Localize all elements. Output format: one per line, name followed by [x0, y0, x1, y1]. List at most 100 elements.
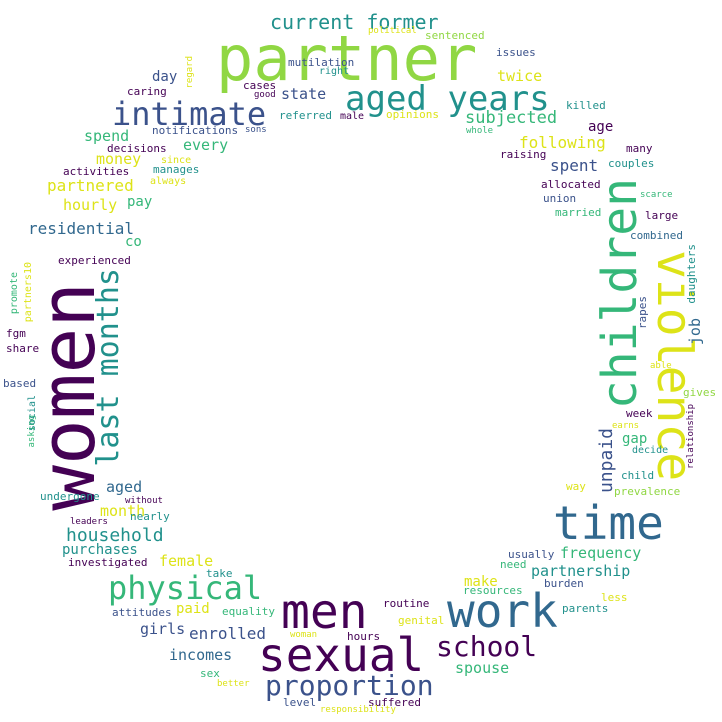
- word-equality: equality: [222, 605, 275, 618]
- word-good: good: [254, 90, 276, 100]
- word-school: school: [436, 630, 538, 663]
- word-burden: burden: [544, 577, 584, 590]
- word-sex: sex: [200, 667, 220, 680]
- word-married: married: [555, 206, 602, 219]
- word-aged-years: aged years: [345, 79, 550, 119]
- word-gives: gives: [683, 386, 717, 399]
- word-co: co: [125, 234, 142, 250]
- word-killed: killed: [566, 99, 606, 112]
- word-allocated: allocated: [541, 178, 601, 191]
- word-proportion: proportion: [265, 669, 434, 702]
- word-issues: issues: [496, 46, 536, 59]
- word-way: way: [566, 480, 586, 493]
- word-promote: promote: [9, 272, 20, 315]
- word-female: female: [159, 552, 214, 570]
- word-couples: couples: [608, 157, 655, 170]
- word-work: work: [447, 584, 558, 638]
- word-partners10: partners10: [23, 262, 34, 323]
- word-purchases: purchases: [62, 542, 138, 558]
- word-raising: raising: [500, 148, 547, 161]
- word-whole: whole: [466, 126, 494, 136]
- word-intimate: intimate: [112, 95, 267, 133]
- word-hourly: hourly: [63, 196, 118, 214]
- word-twice: twice: [497, 67, 543, 85]
- word-genital: genital: [398, 614, 445, 627]
- word-woman: woman: [290, 630, 318, 640]
- word-usually: usually: [508, 548, 555, 561]
- word-month: month: [100, 502, 146, 520]
- word-earns: earns: [612, 421, 640, 431]
- word-spouse: spouse: [455, 659, 510, 677]
- word-children: children: [592, 178, 648, 410]
- word-social: social: [27, 395, 38, 432]
- word-physical: physical: [108, 569, 263, 607]
- word-large: large: [645, 209, 679, 222]
- word-undergone: undergone: [40, 490, 100, 503]
- word-men: men: [281, 584, 368, 640]
- word-aged: aged: [106, 478, 143, 496]
- word-rapes: rapes: [636, 296, 649, 330]
- word-routine: routine: [383, 597, 430, 610]
- word-without: without: [125, 496, 163, 506]
- word-male: male: [340, 111, 365, 122]
- word-responsibility: responsibility: [320, 705, 396, 715]
- word-money: money: [96, 150, 142, 168]
- word-week: week: [626, 407, 653, 420]
- word-current-former: current former: [270, 10, 439, 34]
- word-decisions: decisions: [107, 142, 167, 155]
- word-investigated: investigated: [68, 556, 148, 569]
- word-since: since: [161, 155, 192, 166]
- word-unpaid: unpaid: [596, 428, 617, 494]
- word-right: right: [319, 66, 350, 77]
- word-caring: caring: [127, 85, 167, 98]
- word-able: able: [650, 361, 672, 371]
- word-violence: violence: [646, 250, 702, 482]
- word-girls: girls: [140, 620, 186, 638]
- word-level: level: [283, 696, 317, 709]
- word-following: following: [519, 133, 606, 152]
- word-always: always: [150, 176, 187, 187]
- word-enrolled: enrolled: [189, 624, 267, 643]
- word-activities: activities: [63, 165, 130, 178]
- word-experienced: experienced: [58, 254, 131, 267]
- word-referred: referred: [279, 109, 332, 122]
- word-spend: spend: [84, 127, 130, 145]
- word-sons: sons: [245, 125, 267, 135]
- word-pay: pay: [127, 194, 153, 210]
- word-last-months: last months: [91, 268, 126, 467]
- word-time: time: [553, 496, 664, 550]
- word-job: job: [686, 318, 704, 346]
- word-child: child: [621, 469, 655, 482]
- word-partnered: partnered: [47, 176, 134, 195]
- word-prevalence: prevalence: [614, 485, 681, 498]
- word-manages: manages: [153, 163, 200, 176]
- word-resources: resources: [463, 584, 523, 597]
- word-mutilation: mutilation: [288, 56, 355, 69]
- word-hours: hours: [347, 630, 381, 643]
- word-incomes: incomes: [169, 646, 233, 664]
- word-parents: parents: [562, 602, 609, 615]
- word-fgm: fgm: [6, 327, 26, 340]
- word-gap: gap: [622, 431, 648, 447]
- word-day: day: [152, 69, 178, 85]
- word-spent: spent: [550, 156, 599, 175]
- word-based: based: [3, 377, 37, 390]
- word-political: political: [368, 26, 417, 36]
- word-many: many: [626, 142, 653, 155]
- word-sentenced: sentenced: [425, 29, 485, 42]
- word-make: make: [464, 574, 498, 590]
- word-need: need: [500, 558, 527, 571]
- word-every: every: [183, 136, 229, 154]
- word-daughters: daughters: [685, 244, 698, 304]
- word-household: household: [66, 525, 164, 546]
- word-union: union: [543, 192, 577, 205]
- word-leaders: leaders: [70, 517, 108, 527]
- word-suffered: suffered: [368, 696, 421, 709]
- word-share: share: [6, 342, 40, 355]
- word-paid: paid: [176, 601, 210, 617]
- word-partnership: partnership: [531, 562, 631, 580]
- word-frequency: frequency: [560, 544, 642, 562]
- word-opinions: opinions: [386, 108, 439, 121]
- word-sexual: sexual: [258, 628, 425, 682]
